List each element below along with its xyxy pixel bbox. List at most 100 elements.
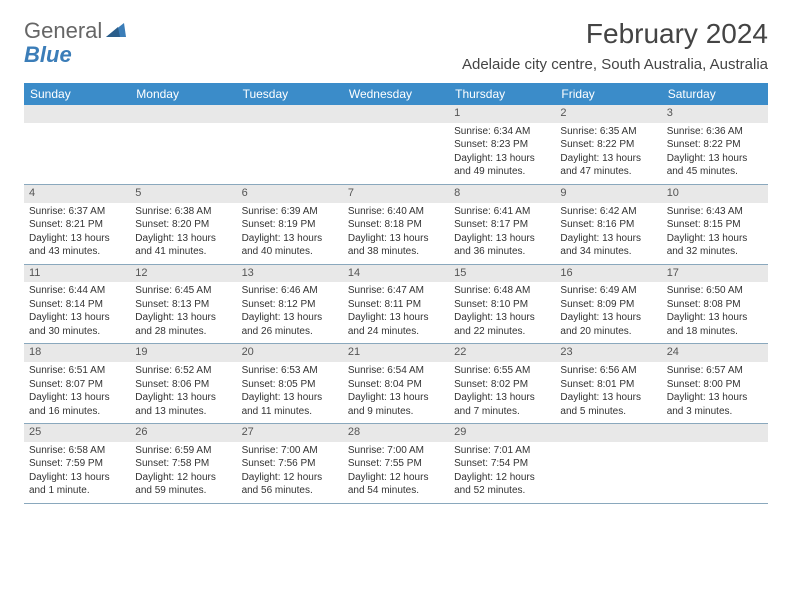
empty-day-bar: [555, 424, 661, 442]
day-info: Sunrise: 6:35 AMSunset: 8:22 PMDaylight:…: [555, 123, 661, 184]
empty-day-bar: [24, 105, 130, 123]
sunset-text: Sunset: 8:04 PM: [348, 379, 444, 392]
day-info: Sunrise: 6:55 AMSunset: 8:02 PMDaylight:…: [449, 362, 555, 423]
sunrise-text: Sunrise: 7:01 AM: [454, 445, 550, 458]
day-number: 21: [343, 344, 449, 362]
week-row: 11Sunrise: 6:44 AMSunset: 8:14 PMDayligh…: [24, 265, 768, 345]
day-header: Friday: [555, 83, 661, 105]
day-cell: 11Sunrise: 6:44 AMSunset: 8:14 PMDayligh…: [24, 265, 130, 344]
sunset-text: Sunset: 8:17 PM: [454, 219, 550, 232]
sunrise-text: Sunrise: 6:42 AM: [560, 206, 656, 219]
daylight-text-1: Daylight: 13 hours: [242, 392, 338, 405]
day-number: 23: [555, 344, 661, 362]
day-cell: 14Sunrise: 6:47 AMSunset: 8:11 PMDayligh…: [343, 265, 449, 344]
day-number: 25: [24, 424, 130, 442]
day-number: 9: [555, 185, 661, 203]
daylight-text-2: and 52 minutes.: [454, 485, 550, 498]
daylight-text-2: and 59 minutes.: [135, 485, 231, 498]
daylight-text-1: Daylight: 13 hours: [29, 472, 125, 485]
daylight-text-1: Daylight: 13 hours: [560, 392, 656, 405]
month-title: February 2024: [462, 18, 768, 50]
sunrise-text: Sunrise: 6:47 AM: [348, 285, 444, 298]
day-cell: [555, 424, 661, 503]
day-cell: 25Sunrise: 6:58 AMSunset: 7:59 PMDayligh…: [24, 424, 130, 503]
daylight-text-2: and 20 minutes.: [560, 326, 656, 339]
day-cell: 9Sunrise: 6:42 AMSunset: 8:16 PMDaylight…: [555, 185, 661, 264]
day-number: 11: [24, 265, 130, 283]
daylight-text-1: Daylight: 13 hours: [242, 312, 338, 325]
day-number: 18: [24, 344, 130, 362]
day-number: 3: [662, 105, 768, 123]
day-info: Sunrise: 6:34 AMSunset: 8:23 PMDaylight:…: [449, 123, 555, 184]
day-header-row: SundayMondayTuesdayWednesdayThursdayFrid…: [24, 83, 768, 105]
daylight-text-2: and 24 minutes.: [348, 326, 444, 339]
daylight-text-1: Daylight: 12 hours: [348, 472, 444, 485]
calendar-grid: SundayMondayTuesdayWednesdayThursdayFrid…: [24, 83, 768, 504]
daylight-text-2: and 9 minutes.: [348, 406, 444, 419]
day-number: 8: [449, 185, 555, 203]
day-info: Sunrise: 6:49 AMSunset: 8:09 PMDaylight:…: [555, 282, 661, 343]
day-cell: 21Sunrise: 6:54 AMSunset: 8:04 PMDayligh…: [343, 344, 449, 423]
day-cell: 19Sunrise: 6:52 AMSunset: 8:06 PMDayligh…: [130, 344, 236, 423]
daylight-text-2: and 54 minutes.: [348, 485, 444, 498]
sunrise-text: Sunrise: 6:40 AM: [348, 206, 444, 219]
day-info: Sunrise: 6:59 AMSunset: 7:58 PMDaylight:…: [130, 442, 236, 503]
sunrise-text: Sunrise: 6:49 AM: [560, 285, 656, 298]
day-info: Sunrise: 6:40 AMSunset: 8:18 PMDaylight:…: [343, 203, 449, 264]
daylight-text-2: and 56 minutes.: [242, 485, 338, 498]
day-cell: 8Sunrise: 6:41 AMSunset: 8:17 PMDaylight…: [449, 185, 555, 264]
logo-blue-text-wrap: Blue: [24, 42, 72, 68]
day-cell: 7Sunrise: 6:40 AMSunset: 8:18 PMDaylight…: [343, 185, 449, 264]
calendar-page: General February 2024 Adelaide city cent…: [0, 0, 792, 522]
daylight-text-1: Daylight: 13 hours: [135, 312, 231, 325]
sunset-text: Sunset: 8:02 PM: [454, 379, 550, 392]
daylight-text-1: Daylight: 13 hours: [29, 392, 125, 405]
daylight-text-1: Daylight: 13 hours: [560, 153, 656, 166]
daylight-text-2: and 34 minutes.: [560, 246, 656, 259]
sunrise-text: Sunrise: 6:56 AM: [560, 365, 656, 378]
daylight-text-2: and 3 minutes.: [667, 406, 763, 419]
sunrise-text: Sunrise: 6:37 AM: [29, 206, 125, 219]
daylight-text-2: and 45 minutes.: [667, 166, 763, 179]
day-info: Sunrise: 6:58 AMSunset: 7:59 PMDaylight:…: [24, 442, 130, 503]
daylight-text-2: and 32 minutes.: [667, 246, 763, 259]
week-row: 4Sunrise: 6:37 AMSunset: 8:21 PMDaylight…: [24, 185, 768, 265]
daylight-text-1: Daylight: 12 hours: [135, 472, 231, 485]
sunset-text: Sunset: 8:18 PM: [348, 219, 444, 232]
day-info: Sunrise: 6:54 AMSunset: 8:04 PMDaylight:…: [343, 362, 449, 423]
day-info: Sunrise: 6:48 AMSunset: 8:10 PMDaylight:…: [449, 282, 555, 343]
day-cell: 26Sunrise: 6:59 AMSunset: 7:58 PMDayligh…: [130, 424, 236, 503]
day-number: 2: [555, 105, 661, 123]
daylight-text-1: Daylight: 13 hours: [667, 233, 763, 246]
day-header: Saturday: [662, 83, 768, 105]
logo-text-general: General: [24, 18, 102, 44]
location-subtitle: Adelaide city centre, South Australia, A…: [462, 56, 768, 73]
logo: General: [24, 18, 128, 44]
day-number: 4: [24, 185, 130, 203]
daylight-text-1: Daylight: 13 hours: [454, 392, 550, 405]
daylight-text-2: and 5 minutes.: [560, 406, 656, 419]
sunrise-text: Sunrise: 6:44 AM: [29, 285, 125, 298]
day-cell: 27Sunrise: 7:00 AMSunset: 7:56 PMDayligh…: [237, 424, 343, 503]
day-number: 26: [130, 424, 236, 442]
daylight-text-1: Daylight: 13 hours: [560, 233, 656, 246]
day-number: 27: [237, 424, 343, 442]
sunset-text: Sunset: 8:22 PM: [667, 139, 763, 152]
daylight-text-2: and 28 minutes.: [135, 326, 231, 339]
daylight-text-2: and 47 minutes.: [560, 166, 656, 179]
day-info: Sunrise: 6:46 AMSunset: 8:12 PMDaylight:…: [237, 282, 343, 343]
day-number: 28: [343, 424, 449, 442]
day-info: Sunrise: 7:00 AMSunset: 7:55 PMDaylight:…: [343, 442, 449, 503]
logo-triangle-icon: [106, 21, 126, 42]
sunset-text: Sunset: 8:20 PM: [135, 219, 231, 232]
sunset-text: Sunset: 8:19 PM: [242, 219, 338, 232]
day-info: Sunrise: 6:43 AMSunset: 8:15 PMDaylight:…: [662, 203, 768, 264]
day-cell: 23Sunrise: 6:56 AMSunset: 8:01 PMDayligh…: [555, 344, 661, 423]
day-number: 10: [662, 185, 768, 203]
sunrise-text: Sunrise: 6:41 AM: [454, 206, 550, 219]
logo-text-blue: Blue: [24, 42, 72, 67]
daylight-text-1: Daylight: 13 hours: [560, 312, 656, 325]
week-row: 1Sunrise: 6:34 AMSunset: 8:23 PMDaylight…: [24, 105, 768, 185]
sunset-text: Sunset: 8:23 PM: [454, 139, 550, 152]
day-cell: [343, 105, 449, 184]
